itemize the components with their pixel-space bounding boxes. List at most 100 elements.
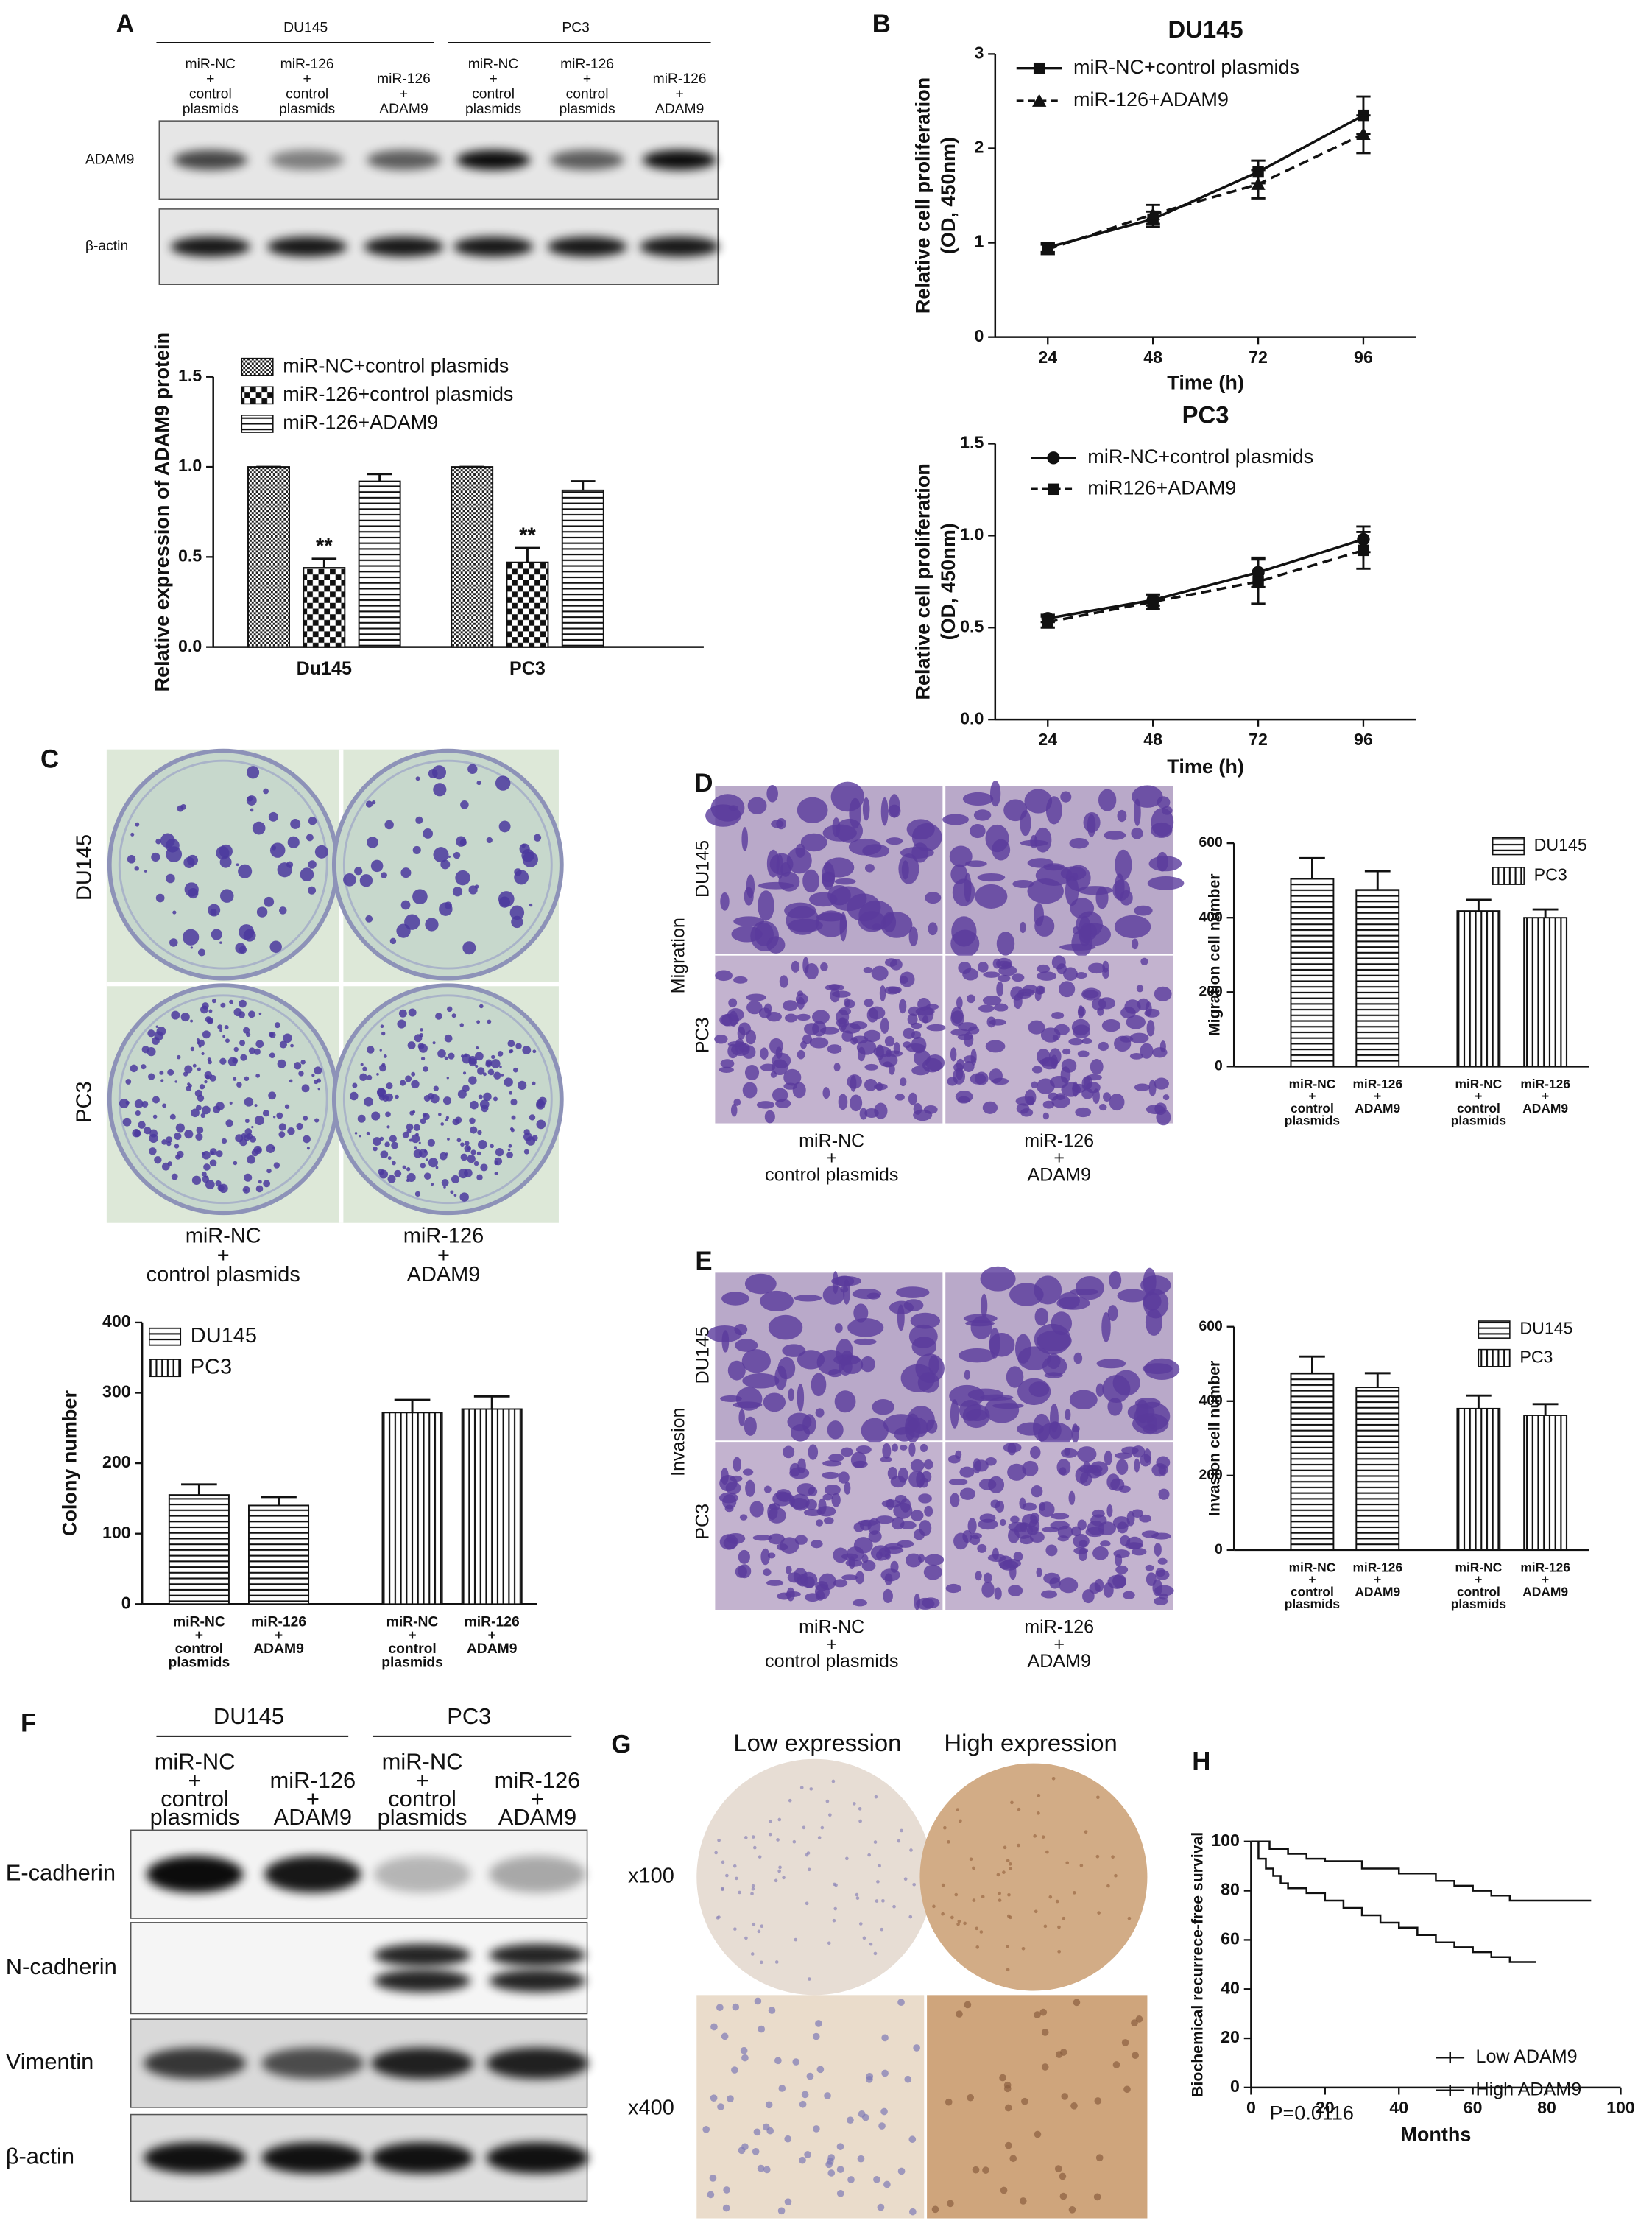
nucleus	[753, 2128, 761, 2136]
nucleus	[972, 1866, 975, 1870]
blot-band	[373, 1943, 471, 1967]
panel-letter: E	[695, 1247, 712, 1275]
cell-cluster	[815, 1408, 825, 1418]
cell-cluster	[1112, 879, 1131, 901]
column-label: miR-126	[1024, 1617, 1094, 1638]
cell-cluster	[1042, 1100, 1055, 1109]
colony	[475, 1052, 484, 1061]
colony	[447, 1138, 450, 1141]
x-axis-label: Time (h)	[1167, 372, 1244, 394]
lane-label: miR-126	[653, 71, 707, 87]
cell-cluster	[776, 1543, 788, 1551]
x-tick-label: miR-126	[1520, 1077, 1570, 1091]
cell-cluster	[1043, 1572, 1061, 1585]
plate-rim	[342, 759, 553, 970]
y-tick-label: 200	[1199, 1468, 1223, 1483]
cell-cluster	[1145, 1564, 1154, 1571]
nucleus	[1095, 2154, 1104, 2162]
nucleus	[768, 2007, 776, 2014]
lane-label: ADAM9	[655, 102, 704, 117]
colony	[392, 1161, 396, 1166]
cell-cluster	[850, 1451, 866, 1469]
error-bar	[394, 1398, 431, 1413]
colony	[301, 1084, 310, 1093]
cell-cluster	[992, 1403, 1024, 1409]
colony	[127, 855, 136, 864]
colony	[155, 893, 165, 903]
cell-cluster	[738, 1549, 750, 1564]
y-tick-label: 1	[974, 232, 984, 251]
nucleus	[757, 1929, 761, 1934]
colony	[246, 795, 257, 806]
x-tick-label: miR-NC	[386, 1614, 439, 1630]
cell-cluster	[844, 998, 850, 1007]
blot-band	[371, 2047, 474, 2080]
cell-cluster	[950, 1047, 957, 1062]
cell-cluster	[809, 1037, 829, 1049]
cell-cluster	[776, 818, 786, 830]
colony	[252, 821, 266, 835]
colony	[515, 1043, 522, 1049]
cell-cluster	[1034, 1307, 1049, 1326]
nucleus	[825, 1799, 830, 1803]
colony	[343, 873, 356, 887]
cell-cluster	[973, 809, 992, 821]
colony	[268, 1091, 277, 1100]
nucleus	[744, 1936, 748, 1940]
colony	[400, 867, 412, 878]
cell-cluster	[922, 1597, 940, 1608]
cell-cluster	[1024, 789, 1053, 814]
nucleus	[752, 1845, 757, 1850]
legend-swatch	[1478, 1348, 1511, 1367]
cell-cluster	[839, 1007, 852, 1015]
cell-cluster	[733, 916, 765, 926]
row-label: PC3	[693, 1017, 713, 1053]
colony	[391, 1141, 399, 1149]
cell-cluster	[1109, 1094, 1125, 1111]
colony	[460, 800, 469, 809]
colony	[450, 1190, 454, 1194]
cell-cluster	[903, 1299, 924, 1311]
colony	[451, 1013, 456, 1018]
colony	[468, 1076, 477, 1085]
blot-band	[269, 149, 345, 170]
nucleus	[769, 1832, 772, 1837]
colony	[376, 1088, 386, 1096]
nucleus	[751, 1887, 755, 1891]
colony	[387, 1156, 392, 1161]
cell-cluster	[928, 922, 938, 936]
legend-label: miR-NC+control plasmids	[1073, 56, 1299, 78]
cell-cluster	[1095, 1383, 1104, 1397]
nucleus	[1034, 2011, 1041, 2018]
colony	[376, 1073, 379, 1076]
row-label: β-actin	[6, 2144, 74, 2169]
colony	[431, 1183, 434, 1186]
cell-cluster	[871, 965, 889, 981]
cell-cluster	[911, 1337, 936, 1356]
colony	[208, 1018, 213, 1024]
cell-cluster	[1056, 1296, 1090, 1310]
cell-cluster	[907, 1013, 918, 1026]
colony	[217, 1184, 225, 1191]
cell-cluster	[970, 824, 986, 839]
colony	[130, 832, 135, 837]
error-bar	[181, 1483, 217, 1496]
panel-letter: D	[694, 770, 713, 797]
cell-cluster	[847, 1074, 862, 1089]
nucleus	[1062, 1916, 1066, 1920]
cell-cluster	[956, 1068, 964, 1080]
nucleus	[788, 1798, 792, 1803]
colony	[518, 1080, 527, 1091]
cell-cluster	[833, 1579, 848, 1588]
legend-label: miR-126+ADAM9	[283, 412, 438, 434]
cell-cluster	[763, 1568, 772, 1577]
nucleus	[913, 2044, 920, 2052]
colony	[174, 1080, 177, 1083]
cell-cluster	[965, 1320, 995, 1327]
bar	[1523, 917, 1568, 1068]
colony	[263, 1180, 271, 1188]
nucleus	[998, 1891, 1001, 1895]
bar	[247, 466, 290, 648]
group-label: DU145	[213, 1703, 284, 1729]
cell-cluster	[1047, 1353, 1061, 1369]
